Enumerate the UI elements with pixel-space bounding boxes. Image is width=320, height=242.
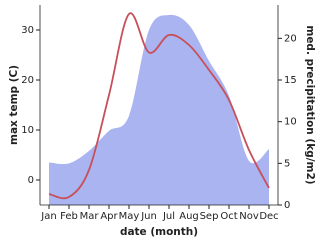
y2-tick-label: 20 [284, 33, 297, 44]
x-tick-label: May [119, 211, 140, 222]
precipitation-area [49, 14, 269, 205]
y2-axis-label: med. precipitation (kg/m2) [304, 25, 316, 184]
y2-tick-label: 5 [284, 158, 290, 169]
y2-tick-label: 0 [284, 200, 290, 211]
y-tick-label: 10 [21, 125, 34, 136]
y2-tick-label: 15 [284, 75, 297, 86]
x-tick-label: Oct [220, 211, 237, 222]
temp-line [48, 12, 270, 200]
x-tick-label: Jan [40, 211, 56, 222]
x-tick-label: Aug [179, 211, 199, 222]
y-tick-label: 30 [21, 25, 34, 36]
x-tick-label: Dec [259, 211, 278, 222]
x-tick-label: Nov [239, 211, 259, 222]
x-tick-label: Sep [200, 211, 219, 222]
x-tick-label: Apr [100, 211, 118, 222]
y-axis-label: max temp (C) [8, 65, 20, 145]
x-tick-label: Feb [60, 211, 78, 222]
y-tick-label: 20 [21, 75, 34, 86]
y2-tick-label: 10 [284, 117, 297, 128]
x-tick-label: Jun [140, 211, 157, 222]
x-axis-label: date (month) [120, 226, 198, 238]
x-tick-label: Mar [80, 211, 100, 222]
x-tick-label: Jul [162, 211, 175, 222]
y-tick-label: 0 [28, 175, 34, 186]
